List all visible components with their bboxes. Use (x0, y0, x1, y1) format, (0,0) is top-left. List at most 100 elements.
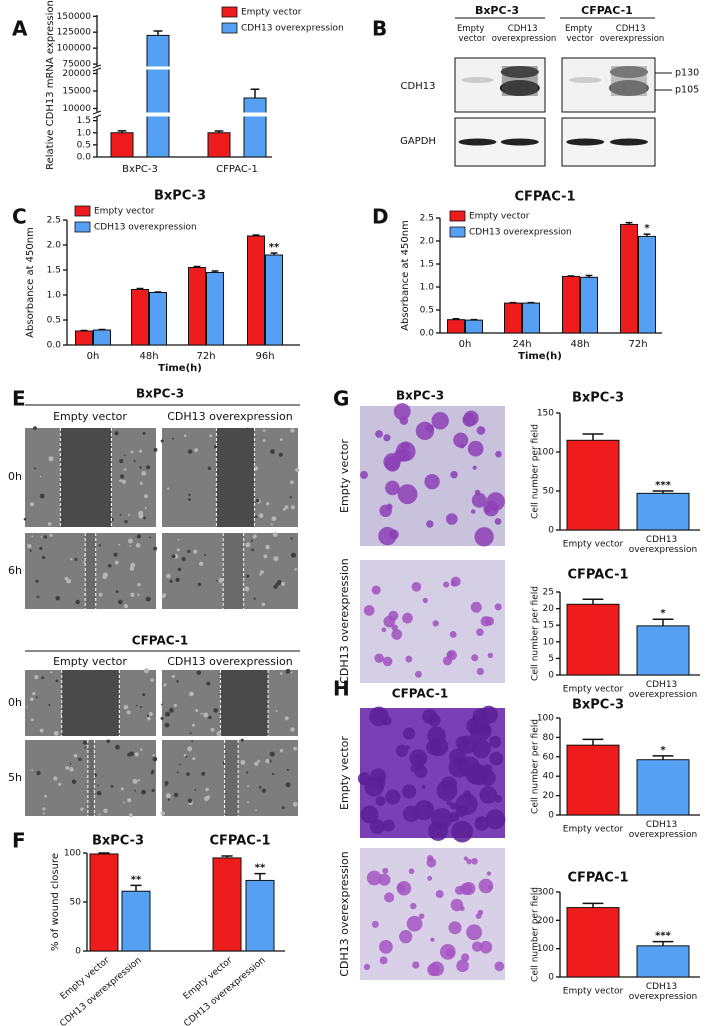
texture (134, 789, 136, 792)
x-tick-label: 72h (196, 351, 215, 362)
y-tick-label: 50 (70, 898, 82, 908)
texture (261, 788, 266, 793)
texture (70, 558, 73, 561)
y-tick-label: 200 (537, 916, 554, 926)
legend-label: Empty vector (241, 8, 302, 18)
texture (210, 727, 215, 732)
stained-cell (494, 961, 505, 972)
text-line: CDH13 (646, 982, 680, 992)
wound-gap (87, 740, 95, 816)
texture (246, 574, 250, 578)
y-tick-label: 2.5 (47, 216, 61, 226)
texture (26, 706, 28, 708)
stained-cell (382, 656, 393, 667)
texture (173, 703, 177, 707)
x-tick-label: Empty vector (563, 540, 624, 550)
x-axis-label: Time(h) (518, 351, 562, 362)
texture (262, 429, 266, 432)
texture (35, 696, 38, 699)
texture (290, 505, 295, 510)
stained-cell (379, 956, 388, 965)
texture (44, 794, 48, 798)
texture (208, 715, 212, 720)
texture (136, 534, 142, 539)
legend-swatch (449, 210, 466, 222)
stained-cell (443, 581, 450, 588)
bar (265, 254, 283, 346)
x-tick-label: CDH13 overexpression (629, 535, 697, 555)
y-tick-label: 15000 (62, 87, 91, 97)
texture (189, 691, 194, 697)
text-line: vector (567, 34, 594, 44)
stained-cell (383, 434, 391, 442)
texture (285, 782, 291, 788)
texture (282, 507, 286, 511)
stained-cell (484, 616, 494, 626)
texture (128, 813, 133, 818)
texture (257, 759, 261, 763)
stained-cell (470, 601, 482, 613)
stained-cell (375, 430, 383, 438)
stained-cell (485, 809, 506, 830)
legend-swatch (221, 22, 238, 34)
stained-cell (422, 708, 438, 724)
texture (135, 543, 141, 548)
texture (53, 776, 58, 781)
column-label: Empty vector (53, 655, 127, 668)
texture (247, 785, 250, 788)
y-axis-label: Cell number per field (531, 719, 541, 814)
texture (164, 722, 170, 728)
stained-cell (487, 652, 494, 659)
stained-cell (412, 961, 420, 969)
texture (23, 517, 27, 521)
texture (195, 709, 199, 712)
texture (196, 670, 202, 676)
bar (522, 302, 540, 334)
texture (141, 789, 146, 795)
texture (123, 604, 129, 609)
stained-cell (395, 744, 409, 757)
texture (48, 703, 51, 706)
texture (286, 768, 289, 772)
row-label: 5h (8, 771, 22, 784)
stained-cell (463, 856, 468, 861)
stained-cell (385, 480, 400, 496)
row-label: 0h (8, 696, 22, 709)
row-label: CDH13 overexpression (338, 851, 351, 977)
stained-cell (415, 670, 422, 678)
texture (279, 749, 284, 753)
texture (152, 754, 155, 757)
texture (71, 779, 77, 785)
stained-cell (459, 805, 469, 815)
stained-cell (422, 597, 428, 603)
stained-cell (381, 627, 387, 633)
text-line: overexpression (629, 690, 697, 700)
stained-cell (371, 585, 381, 595)
error-bar (117, 130, 127, 133)
bar (89, 853, 119, 952)
x-tick-label: 0h (459, 339, 472, 350)
texture (75, 599, 80, 605)
text-line: overexpression (600, 34, 665, 44)
error-bar (193, 265, 201, 268)
error-bar (250, 88, 260, 98)
texture (160, 716, 164, 720)
text-line: CDH13 (646, 535, 680, 545)
texture (183, 753, 187, 757)
text-line: vector (459, 34, 486, 44)
stained-cell (427, 963, 440, 977)
texture (53, 730, 59, 736)
legend-label: CDH13 overexpression (469, 228, 572, 238)
wound-gap (85, 533, 96, 609)
stained-cell (479, 723, 491, 736)
legend-label: CDH13 overexpression (241, 24, 344, 34)
texture (289, 496, 292, 499)
texture (148, 711, 153, 717)
texture (29, 549, 32, 552)
y-tick-label: 1.5 (77, 116, 91, 126)
x-tick-label: BxPC-3 (122, 164, 158, 175)
texture (121, 479, 126, 484)
texture (169, 707, 174, 713)
texture (98, 592, 103, 597)
x-tick-label: CDH13 overexpression (629, 680, 697, 700)
